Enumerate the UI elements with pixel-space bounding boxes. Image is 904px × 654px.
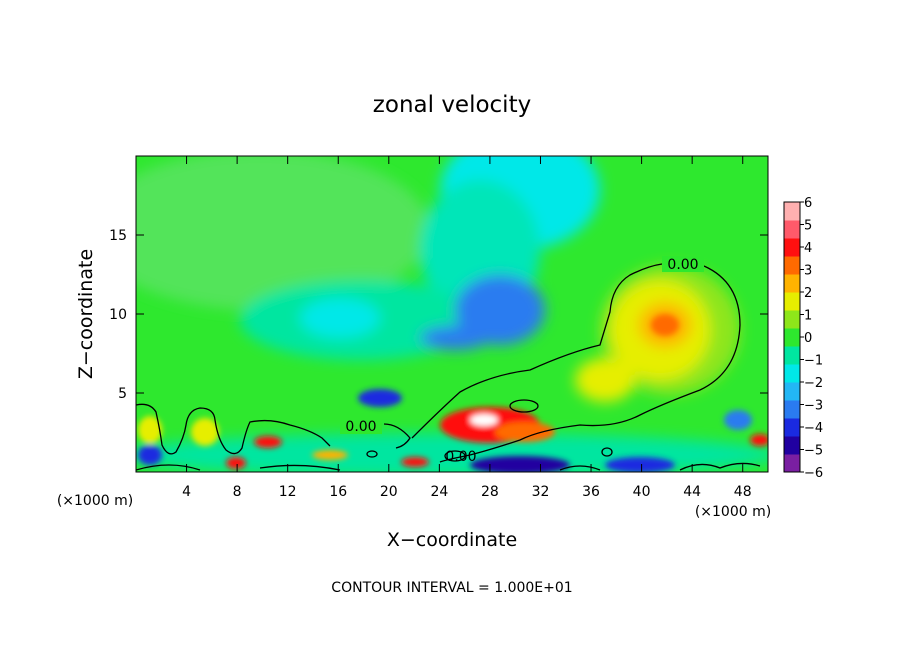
colorbar-swatch: [784, 202, 800, 221]
contour-label-bg: [662, 256, 704, 272]
field-lightgreen-upper-left: [136, 156, 430, 310]
colorbar-tick-label: 1: [804, 309, 812, 324]
colorbar-tick-label: −4: [804, 421, 823, 436]
zero-contour-loop-1: [509, 399, 539, 413]
feature-red-420: [401, 457, 429, 467]
contour-label-bg: [340, 418, 382, 434]
feature-orange-mid: [312, 450, 348, 460]
colorbar-swatch: [784, 400, 800, 419]
field-cyan-left: [300, 298, 380, 338]
colorbar-tick-label: −3: [804, 399, 823, 414]
x-tick-label: 40: [633, 484, 651, 500]
field-detail-layer: [138, 314, 768, 472]
x-tick-label: 20: [380, 484, 398, 500]
contour-labels: 0.00 0.00 0.00: [340, 256, 704, 465]
colorbar-swatch: [784, 274, 800, 293]
colorbar-tick-label: 6: [804, 196, 812, 211]
x-axis-unit-left: (×1000 m): [57, 493, 133, 509]
zero-contour-main: [411, 263, 741, 463]
field-blue-core-2: [420, 326, 490, 350]
zero-contours: [136, 263, 761, 471]
chart-title: zonal velocity: [373, 92, 531, 118]
colorbar-swatch: [784, 364, 800, 383]
zero-contour-loop-2: [444, 450, 466, 462]
feature-blue-left: [138, 445, 162, 465]
plot-area: 0.00 0.00 0.00: [136, 156, 768, 472]
x-tick-label: 28: [481, 484, 499, 500]
colorbar-swatch: [784, 256, 800, 275]
feature-red-right: [750, 434, 768, 446]
colorbar-tick-label: 4: [804, 241, 812, 256]
x-axis: 4 8 12 16 20 24 28 32 36 40 44 48: [182, 156, 752, 500]
y-axis-label: Z−coordinate: [75, 249, 97, 379]
contour-label: 0.00: [445, 449, 476, 465]
zero-contour-loop-3: [601, 447, 613, 457]
colorbar-tick-label: 3: [804, 264, 812, 279]
colorbar-tick-label: −2: [804, 376, 823, 391]
colorbar-tick-label: −1: [804, 354, 823, 369]
contour-label: 0.00: [345, 419, 376, 435]
colorbar: 6 5 4 3 2 1 0 −1 −2 −3 −4 −5 −6: [783, 196, 823, 481]
feature-yellow-left-2: [138, 416, 162, 444]
colorbar-swatch: [784, 292, 800, 311]
y-tick-label: 5: [118, 386, 127, 402]
x-tick-label: 48: [734, 484, 752, 500]
feature-white-max: [470, 414, 498, 426]
feature-orange-plume: [651, 314, 679, 336]
colorbar-tick-label: −5: [804, 444, 823, 459]
feature-blue-right: [724, 410, 752, 430]
feature-red-left-1: [254, 436, 282, 448]
x-tick-label: 24: [430, 484, 448, 500]
x-tick-label: 4: [182, 484, 191, 500]
zero-contour-left: [136, 403, 331, 455]
colorbar-tick-label: 2: [804, 286, 812, 301]
x-axis-unit-right: (×1000 m): [695, 504, 771, 520]
zero-contour-bottom: [136, 462, 761, 471]
feature-red-core-2: [495, 422, 555, 442]
contour-label: 0.00: [667, 257, 698, 273]
x-tick-label: 16: [329, 484, 347, 500]
feature-red-left-2: [226, 457, 246, 469]
feature-blue-bottom-2: [605, 457, 675, 472]
x-tick-label: 12: [279, 484, 297, 500]
colorbar-swatch: [784, 346, 800, 365]
colorbar-swatch: [784, 454, 800, 473]
zero-contour-loop-4: [366, 450, 378, 458]
colorbar-swatch: [784, 220, 800, 239]
colorbar-swatch: [784, 310, 800, 329]
colorbar-swatch: [784, 436, 800, 455]
colorbar-tick-label: 0: [804, 331, 812, 346]
feature-blue-20km: [358, 389, 402, 407]
feature-yellow-left: [191, 418, 219, 446]
contour-interval-note: CONTOUR INTERVAL = 1.000E+01: [331, 580, 572, 596]
colorbar-swatch: [784, 328, 800, 347]
field-yellow-low: [575, 358, 635, 402]
y-tick-label: 10: [109, 307, 127, 323]
feature-blue-bottom: [470, 456, 570, 472]
colorbar-swatch: [784, 238, 800, 257]
colorbar-swatch: [784, 382, 800, 401]
colorbar-tick-label: 5: [804, 219, 812, 234]
x-tick-label: 8: [233, 484, 242, 500]
colorbar-tick-label: −6: [804, 466, 823, 481]
x-axis-label: X−coordinate: [387, 529, 517, 551]
x-tick-label: 44: [683, 484, 701, 500]
y-tick-label: 15: [109, 228, 127, 244]
x-tick-label: 36: [582, 484, 600, 500]
colorbar-swatch: [784, 418, 800, 437]
y-axis: 5 10 15: [109, 228, 768, 402]
field-blue-core: [455, 275, 545, 345]
zero-contour-center: [383, 423, 411, 449]
x-tick-label: 32: [532, 484, 550, 500]
